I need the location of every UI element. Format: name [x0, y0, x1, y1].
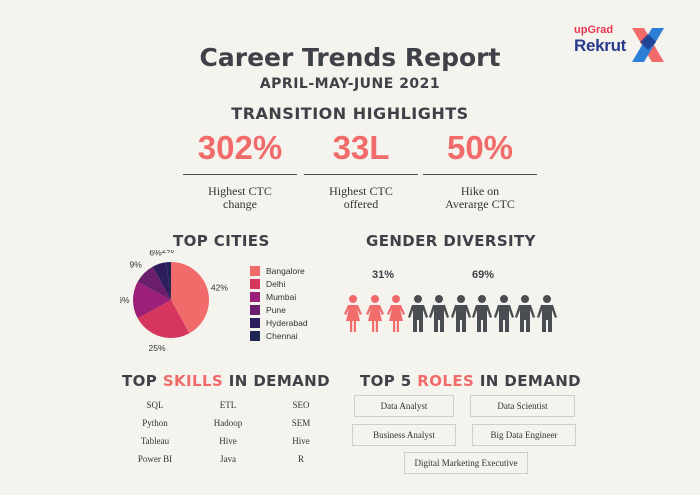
role-business-analyst: Business Analyst: [352, 424, 456, 446]
stat-label: Highest CTC offered: [329, 184, 393, 211]
legend-item-chennai: Chennai: [250, 331, 308, 344]
female-person-icon: [344, 295, 362, 332]
pie-slice-delhi: [137, 300, 190, 338]
male-person-icon: [536, 295, 557, 332]
male-percentage: 69%: [472, 269, 495, 281]
skill-item: Hadoop: [213, 418, 243, 428]
roles-title-post: IN DEMAND: [479, 372, 582, 390]
stat-divider: [183, 174, 297, 175]
skill-item: Hive: [292, 436, 310, 446]
pie-slice-chennai: [166, 262, 171, 300]
pie-label-delhi: 25%: [149, 343, 166, 353]
legend-label: Pune: [266, 305, 286, 315]
pie-slice-hyderabad: [152, 262, 171, 300]
city-legend: Bangalore Delhi Mumbai Pune Hyderabad Chennai: [250, 266, 308, 344]
top-cities-heading: TOP CITIES: [173, 232, 270, 250]
brand-big-text: Rekrut: [574, 36, 627, 55]
skill-item: Hive: [219, 436, 237, 446]
skill-item: R: [297, 454, 304, 464]
legend-swatch: [250, 292, 260, 302]
skills-title-accent: SKILLS: [162, 372, 224, 390]
stat-highest-ctc-offered: 33L Highest CTC offered: [296, 128, 426, 211]
legend-label: Hyderabad: [266, 318, 308, 328]
role-data-scientist: Data Scientist: [470, 395, 575, 417]
pie-label-mumbai: 16%: [120, 295, 130, 305]
skill-item: SQL: [146, 400, 164, 410]
gender-diversity-heading: GENDER DIVERSITY: [366, 232, 536, 250]
stat-value: 50%: [446, 129, 514, 166]
stat-value: 33L: [332, 129, 390, 166]
pie-slice-mumbai: [133, 281, 171, 319]
stat-average-hike: 50% Hike on Averarge CTC: [415, 128, 545, 211]
skills-title-pre: TOP: [122, 372, 158, 390]
role-digital-marketing-executive: Digital Marketing Executive: [404, 452, 528, 474]
stat-value: 302%: [197, 129, 283, 166]
stat-highest-ctc-change: 302% Highest CTC change: [175, 128, 305, 211]
male-person-icon: [450, 295, 471, 332]
pie-label-hyderabad: 6%: [149, 250, 162, 257]
female-person-icon: [387, 295, 405, 332]
stat-label: Hike on Averarge CTC: [445, 184, 515, 211]
pie-label-chennai: 2%: [162, 250, 175, 255]
legend-label: Mumbai: [266, 292, 297, 302]
pie-label-pune: 9%: [129, 260, 142, 270]
legend-item-mumbai: Mumbai: [250, 292, 308, 305]
pie-label-bangalore: 42%: [211, 283, 228, 293]
skill-item: SEM: [291, 418, 311, 428]
page-subtitle: APRIL-MAY-JUNE 2021: [259, 76, 441, 92]
skill-item: ETL: [219, 400, 237, 410]
highlights-heading: TRANSITION HIGHLIGHTS: [231, 104, 469, 123]
skill-item: Python: [142, 418, 168, 428]
legend-label: Bangalore: [266, 266, 305, 276]
male-person-icon: [429, 295, 449, 332]
roles-title-accent: ROLES: [417, 372, 475, 390]
legend-swatch: [250, 305, 260, 315]
brand-small-text: upGrad: [574, 24, 614, 36]
legend-swatch: [250, 279, 260, 289]
legend-swatch: [250, 318, 260, 328]
gender-people-icons: [343, 294, 563, 336]
pie-slice-bangalore: [171, 262, 209, 334]
top-roles-heading: TOP 5 ROLES IN DEMAND: [360, 372, 581, 390]
page-title: Career Trends Report: [199, 43, 501, 72]
male-person-icon: [493, 295, 514, 332]
brand-logo: upGrad Rekrut: [570, 22, 670, 70]
top-skills-heading: TOP SKILLS IN DEMAND: [122, 372, 330, 390]
stat-label: Highest CTC change: [208, 184, 272, 211]
role-big-data-engineer: Big Data Engineer: [472, 424, 576, 446]
legend-swatch: [250, 331, 260, 341]
legend-label: Delhi: [266, 279, 286, 289]
legend-item-delhi: Delhi: [250, 279, 308, 292]
legend-label: Chennai: [266, 331, 298, 341]
pie-slice-pune: [137, 266, 171, 300]
roles-title-pre: TOP 5: [360, 372, 412, 390]
skill-item: Java: [220, 454, 236, 464]
stat-divider: [423, 174, 537, 175]
skill-item: Power BI: [137, 454, 173, 464]
skills-title-post: IN DEMAND: [228, 372, 330, 390]
male-person-icon: [472, 295, 492, 332]
legend-item-hyderabad: Hyderabad: [250, 318, 308, 331]
male-person-icon: [407, 295, 428, 332]
skill-item: Tableau: [140, 436, 170, 446]
female-percentage: 31%: [372, 269, 395, 281]
skill-item: SEO: [292, 400, 310, 410]
legend-swatch: [250, 266, 260, 276]
legend-item-bangalore: Bangalore: [250, 266, 308, 279]
male-person-icon: [515, 295, 535, 332]
legend-item-pune: Pune: [250, 305, 308, 318]
role-data-analyst: Data Analyst: [354, 395, 454, 417]
city-pie-chart: 42% 25% 16% 9% 6%2%: [120, 250, 228, 353]
stat-divider: [304, 174, 418, 175]
female-person-icon: [365, 295, 384, 332]
x-mark-icon: [632, 28, 664, 62]
